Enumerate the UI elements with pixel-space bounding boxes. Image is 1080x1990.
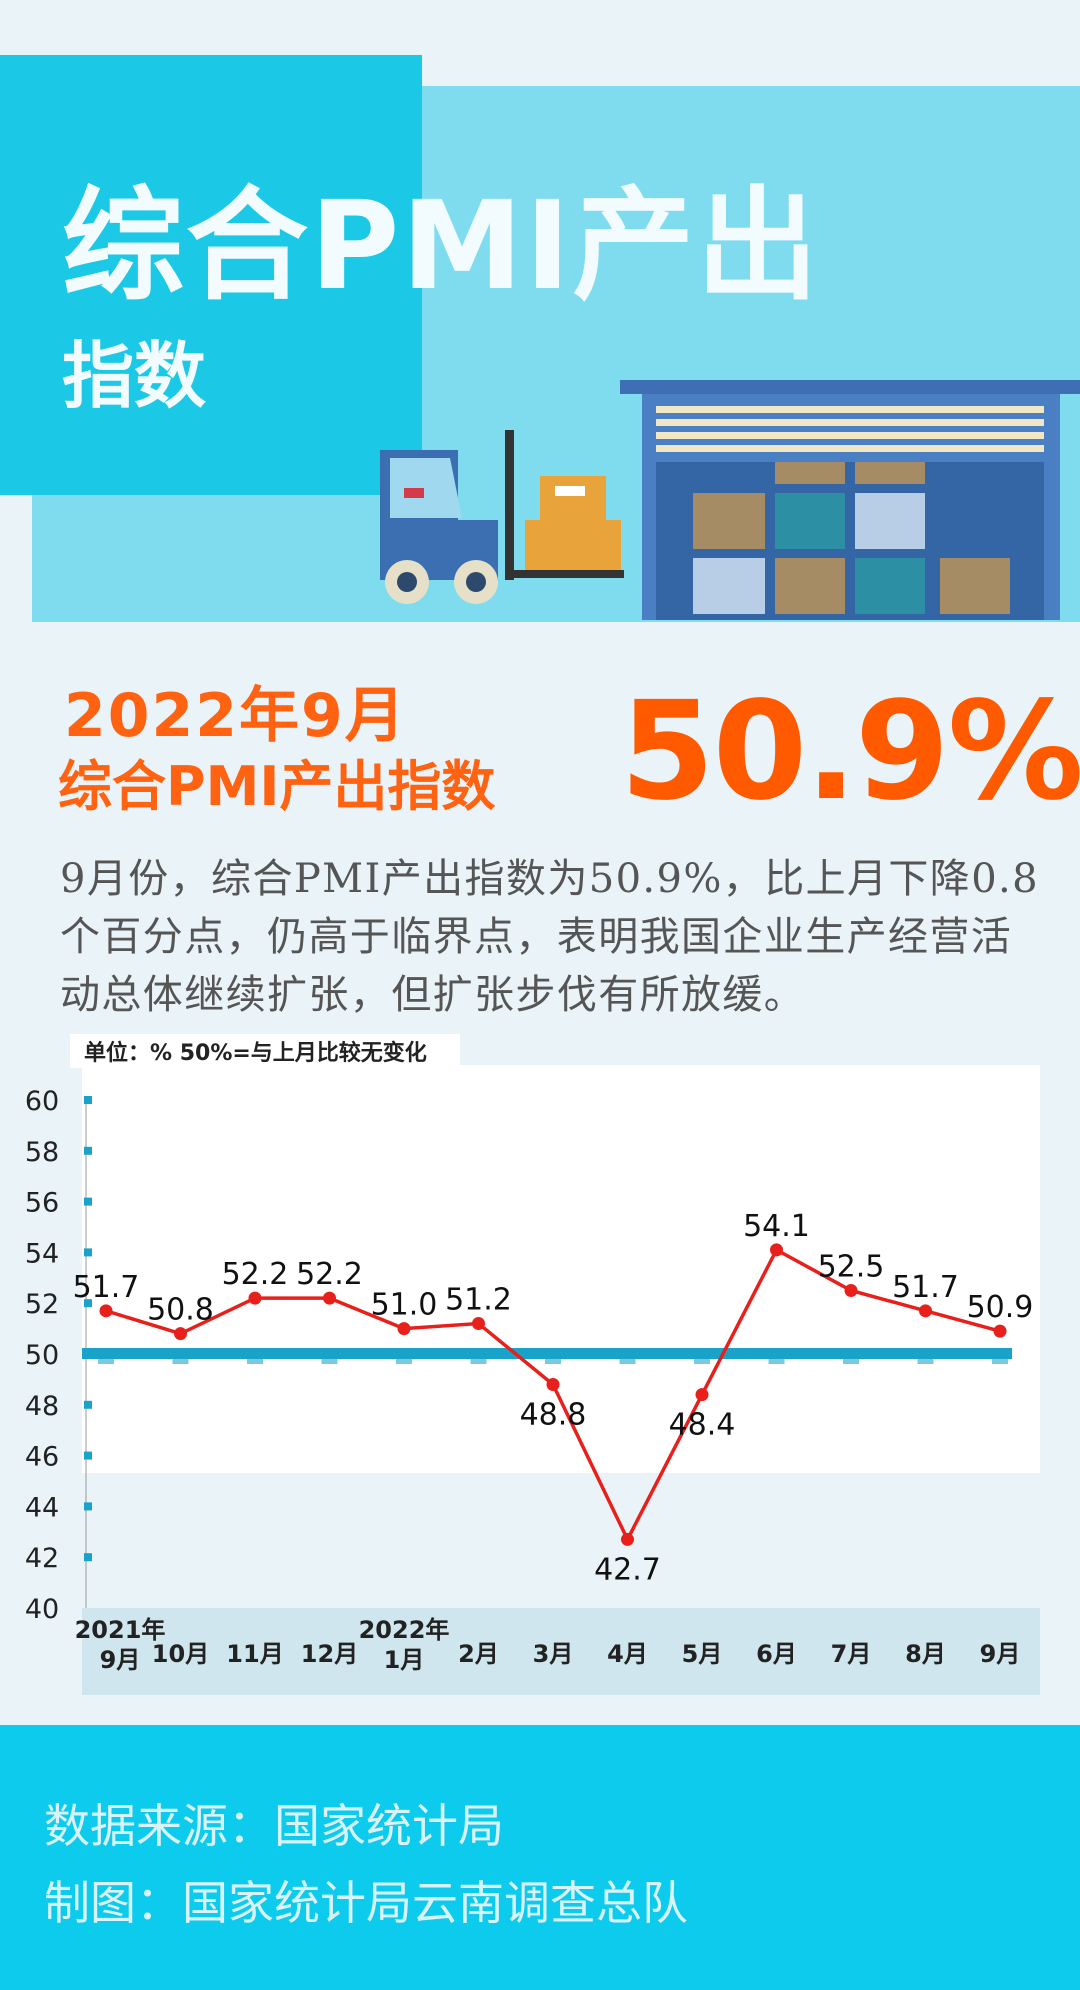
data-point <box>472 1317 485 1331</box>
reference-tick <box>247 1359 263 1364</box>
headline-date: 2022年9月 <box>64 681 407 751</box>
x-tick-label: 10月 <box>152 1640 209 1668</box>
reference-line-50 <box>82 1348 1012 1359</box>
warehouse-icon <box>620 380 1080 620</box>
data-label: 48.8 <box>520 1397 587 1432</box>
x-tick-label: 11月 <box>226 1640 283 1668</box>
x-tick-label: 5月 <box>682 1640 723 1668</box>
data-label: 48.4 <box>669 1408 736 1443</box>
y-tick-label: 40 <box>25 1594 59 1625</box>
forklift-warehouse-illustration <box>380 380 1080 620</box>
data-point <box>546 1377 560 1391</box>
data-source: 数据来源：国家统计局 <box>44 1799 504 1853</box>
headline-value: 50.9% <box>620 673 1080 831</box>
data-label: 42.7 <box>594 1552 661 1587</box>
x-tick-label: 12月 <box>301 1640 358 1668</box>
data-label: 50.8 <box>147 1293 214 1328</box>
data-point <box>621 1532 634 1546</box>
data-point <box>397 1322 411 1336</box>
y-tick-label: 48 <box>25 1391 59 1422</box>
reference-tick <box>545 1359 561 1364</box>
footer-band <box>0 1725 1080 1990</box>
reference-tick <box>172 1359 189 1364</box>
data-label: 51.7 <box>73 1270 140 1305</box>
data-label: 54.1 <box>743 1209 810 1244</box>
reference-tick <box>768 1359 785 1364</box>
data-point <box>993 1324 1007 1338</box>
data-point <box>323 1291 336 1305</box>
y-tick-label: 46 <box>25 1442 59 1473</box>
data-point <box>248 1291 262 1305</box>
x-tick-label: 8月 <box>905 1640 946 1668</box>
reference-tick <box>470 1359 487 1364</box>
y-tick-label: 44 <box>25 1492 59 1523</box>
y-tick-mark <box>84 1146 92 1155</box>
y-tick-label: 42 <box>25 1543 59 1574</box>
x-tick-label: 9月 <box>980 1640 1021 1668</box>
x-tick-label: 3月 <box>533 1640 574 1668</box>
data-point <box>695 1388 709 1402</box>
y-tick-label: 58 <box>25 1137 59 1168</box>
chart-note-box <box>70 1034 460 1068</box>
data-point <box>770 1243 783 1257</box>
description-text: 9月份，综合PMI产出指数为50.9%，比上月下降0.8个百分点，仍高于临界点，… <box>60 856 1040 1018</box>
y-tick-label: 60 <box>25 1086 59 1117</box>
reference-tick <box>843 1359 859 1364</box>
data-label: 52.2 <box>296 1257 363 1292</box>
data-point <box>844 1284 858 1297</box>
x-tick-label: 6月 <box>756 1640 797 1668</box>
data-label: 50.9 <box>967 1290 1034 1325</box>
pmi-line-chart: 单位：% 50%=与上月比较无变化 40 42 44 46 48 50 52 54 56 58 60… <box>25 1034 1040 1695</box>
data-label: 51.0 <box>371 1288 438 1323</box>
x-axis-band <box>82 1608 1040 1695</box>
y-tick-mark <box>84 1248 92 1257</box>
reference-tick <box>992 1359 1008 1364</box>
y-tick-label: 52 <box>25 1289 59 1320</box>
y-tick-label: 56 <box>25 1188 59 1219</box>
y-tick-mark <box>84 1299 92 1308</box>
data-point <box>99 1304 113 1318</box>
y-tick-label: 54 <box>25 1238 59 1269</box>
y-tick-label: 50 <box>25 1340 59 1371</box>
y-tick-mark <box>84 1197 92 1206</box>
x-tick-label: 7月 <box>831 1640 872 1668</box>
chart-note: 单位：% 50%=与上月比较无变化 <box>84 1040 427 1066</box>
data-label: 52.2 <box>222 1257 289 1292</box>
page-subtitle: 指数 <box>62 334 207 418</box>
x-tick-label: 2月 <box>458 1640 499 1668</box>
chart-credit: 制图：国家统计局云南调查总队 <box>44 1876 688 1930</box>
data-label: 52.5 <box>818 1250 885 1285</box>
data-point <box>919 1304 932 1318</box>
reference-tick <box>321 1359 338 1364</box>
data-point <box>174 1327 187 1341</box>
x-tick-label: 2022年 1月 <box>359 1616 450 1674</box>
headline-label: 综合PMI产出指数 <box>58 755 496 818</box>
x-tick-label: 2021年 9月 <box>75 1616 166 1674</box>
forklift-icon <box>380 430 624 604</box>
y-tick-mark <box>84 1400 92 1409</box>
x-tick-label: 4月 <box>607 1640 648 1668</box>
y-tick-mark <box>84 1451 92 1460</box>
page-title: 综合PMI产出 <box>62 175 821 317</box>
data-label: 51.2 <box>445 1283 512 1318</box>
header-title-block <box>0 55 422 495</box>
data-label: 51.7 <box>892 1270 959 1305</box>
y-tick-mark <box>84 1502 92 1511</box>
y-tick-mark <box>84 1096 92 1104</box>
reference-tick <box>917 1359 934 1364</box>
reference-tick <box>619 1359 636 1364</box>
reference-tick <box>98 1359 114 1364</box>
y-tick-mark <box>84 1553 92 1562</box>
reference-tick <box>694 1359 710 1364</box>
reference-tick <box>396 1359 412 1364</box>
